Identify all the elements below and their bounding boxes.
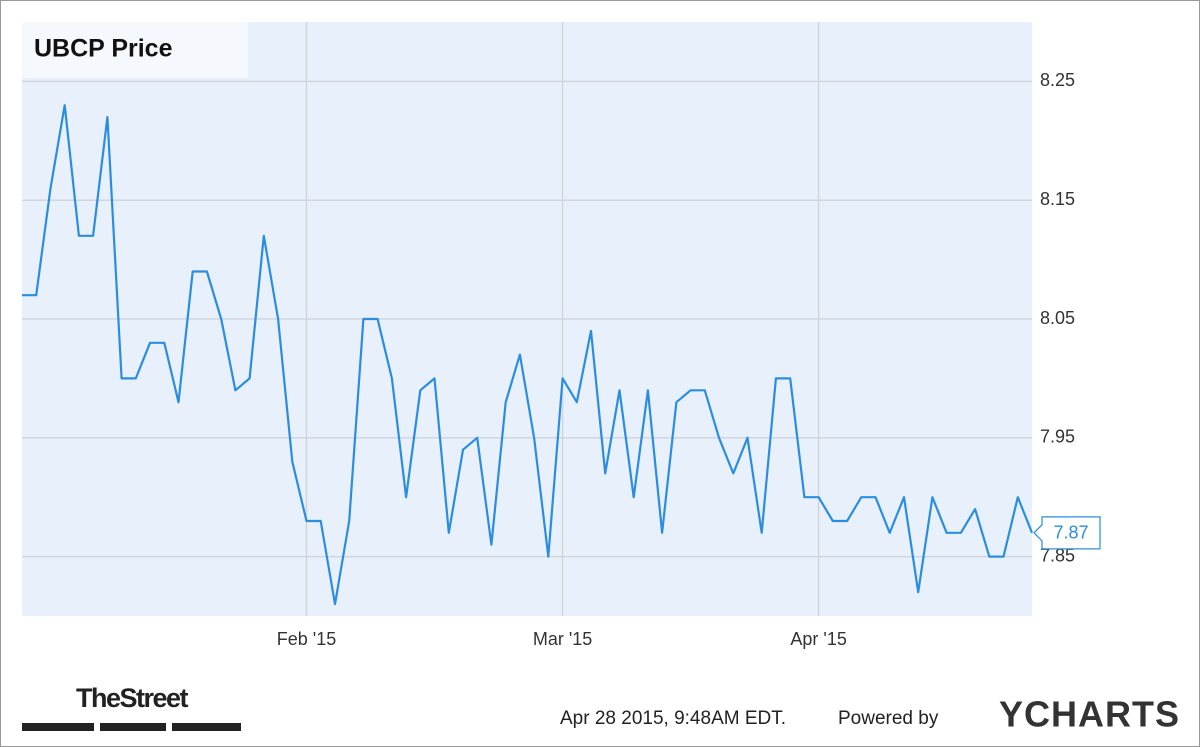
logo-bar: [22, 723, 94, 731]
title-box: [22, 22, 248, 78]
powered-by: Powered by: [838, 708, 939, 729]
grid: [22, 22, 1032, 616]
y-tick-label: 7.95: [1040, 427, 1075, 447]
logo-bar: [172, 723, 241, 731]
y-tick-label: 7.85: [1040, 545, 1075, 565]
x-tick-label: Feb '15: [277, 629, 336, 649]
marks: [22, 104, 1034, 606]
value-label: 7.87: [1053, 523, 1088, 543]
price-line: [22, 104, 1034, 606]
value-callout: [1033, 516, 1101, 550]
chart-title: UBCP Price: [34, 35, 173, 63]
y-tick-label: 8.15: [1040, 189, 1075, 209]
timestamp: Apr 28 2015, 9:48AM EDT.: [560, 708, 786, 729]
x-tick-label: Apr '15: [790, 629, 846, 649]
logo-bar: [100, 723, 166, 731]
brand-logo: YCHARTS: [999, 694, 1180, 735]
y-tick-label: 8.05: [1040, 308, 1075, 328]
source-logo: TheStreet: [76, 683, 189, 713]
x-tick-label: Mar '15: [533, 629, 592, 649]
y-tick-label: 8.25: [1040, 70, 1075, 90]
